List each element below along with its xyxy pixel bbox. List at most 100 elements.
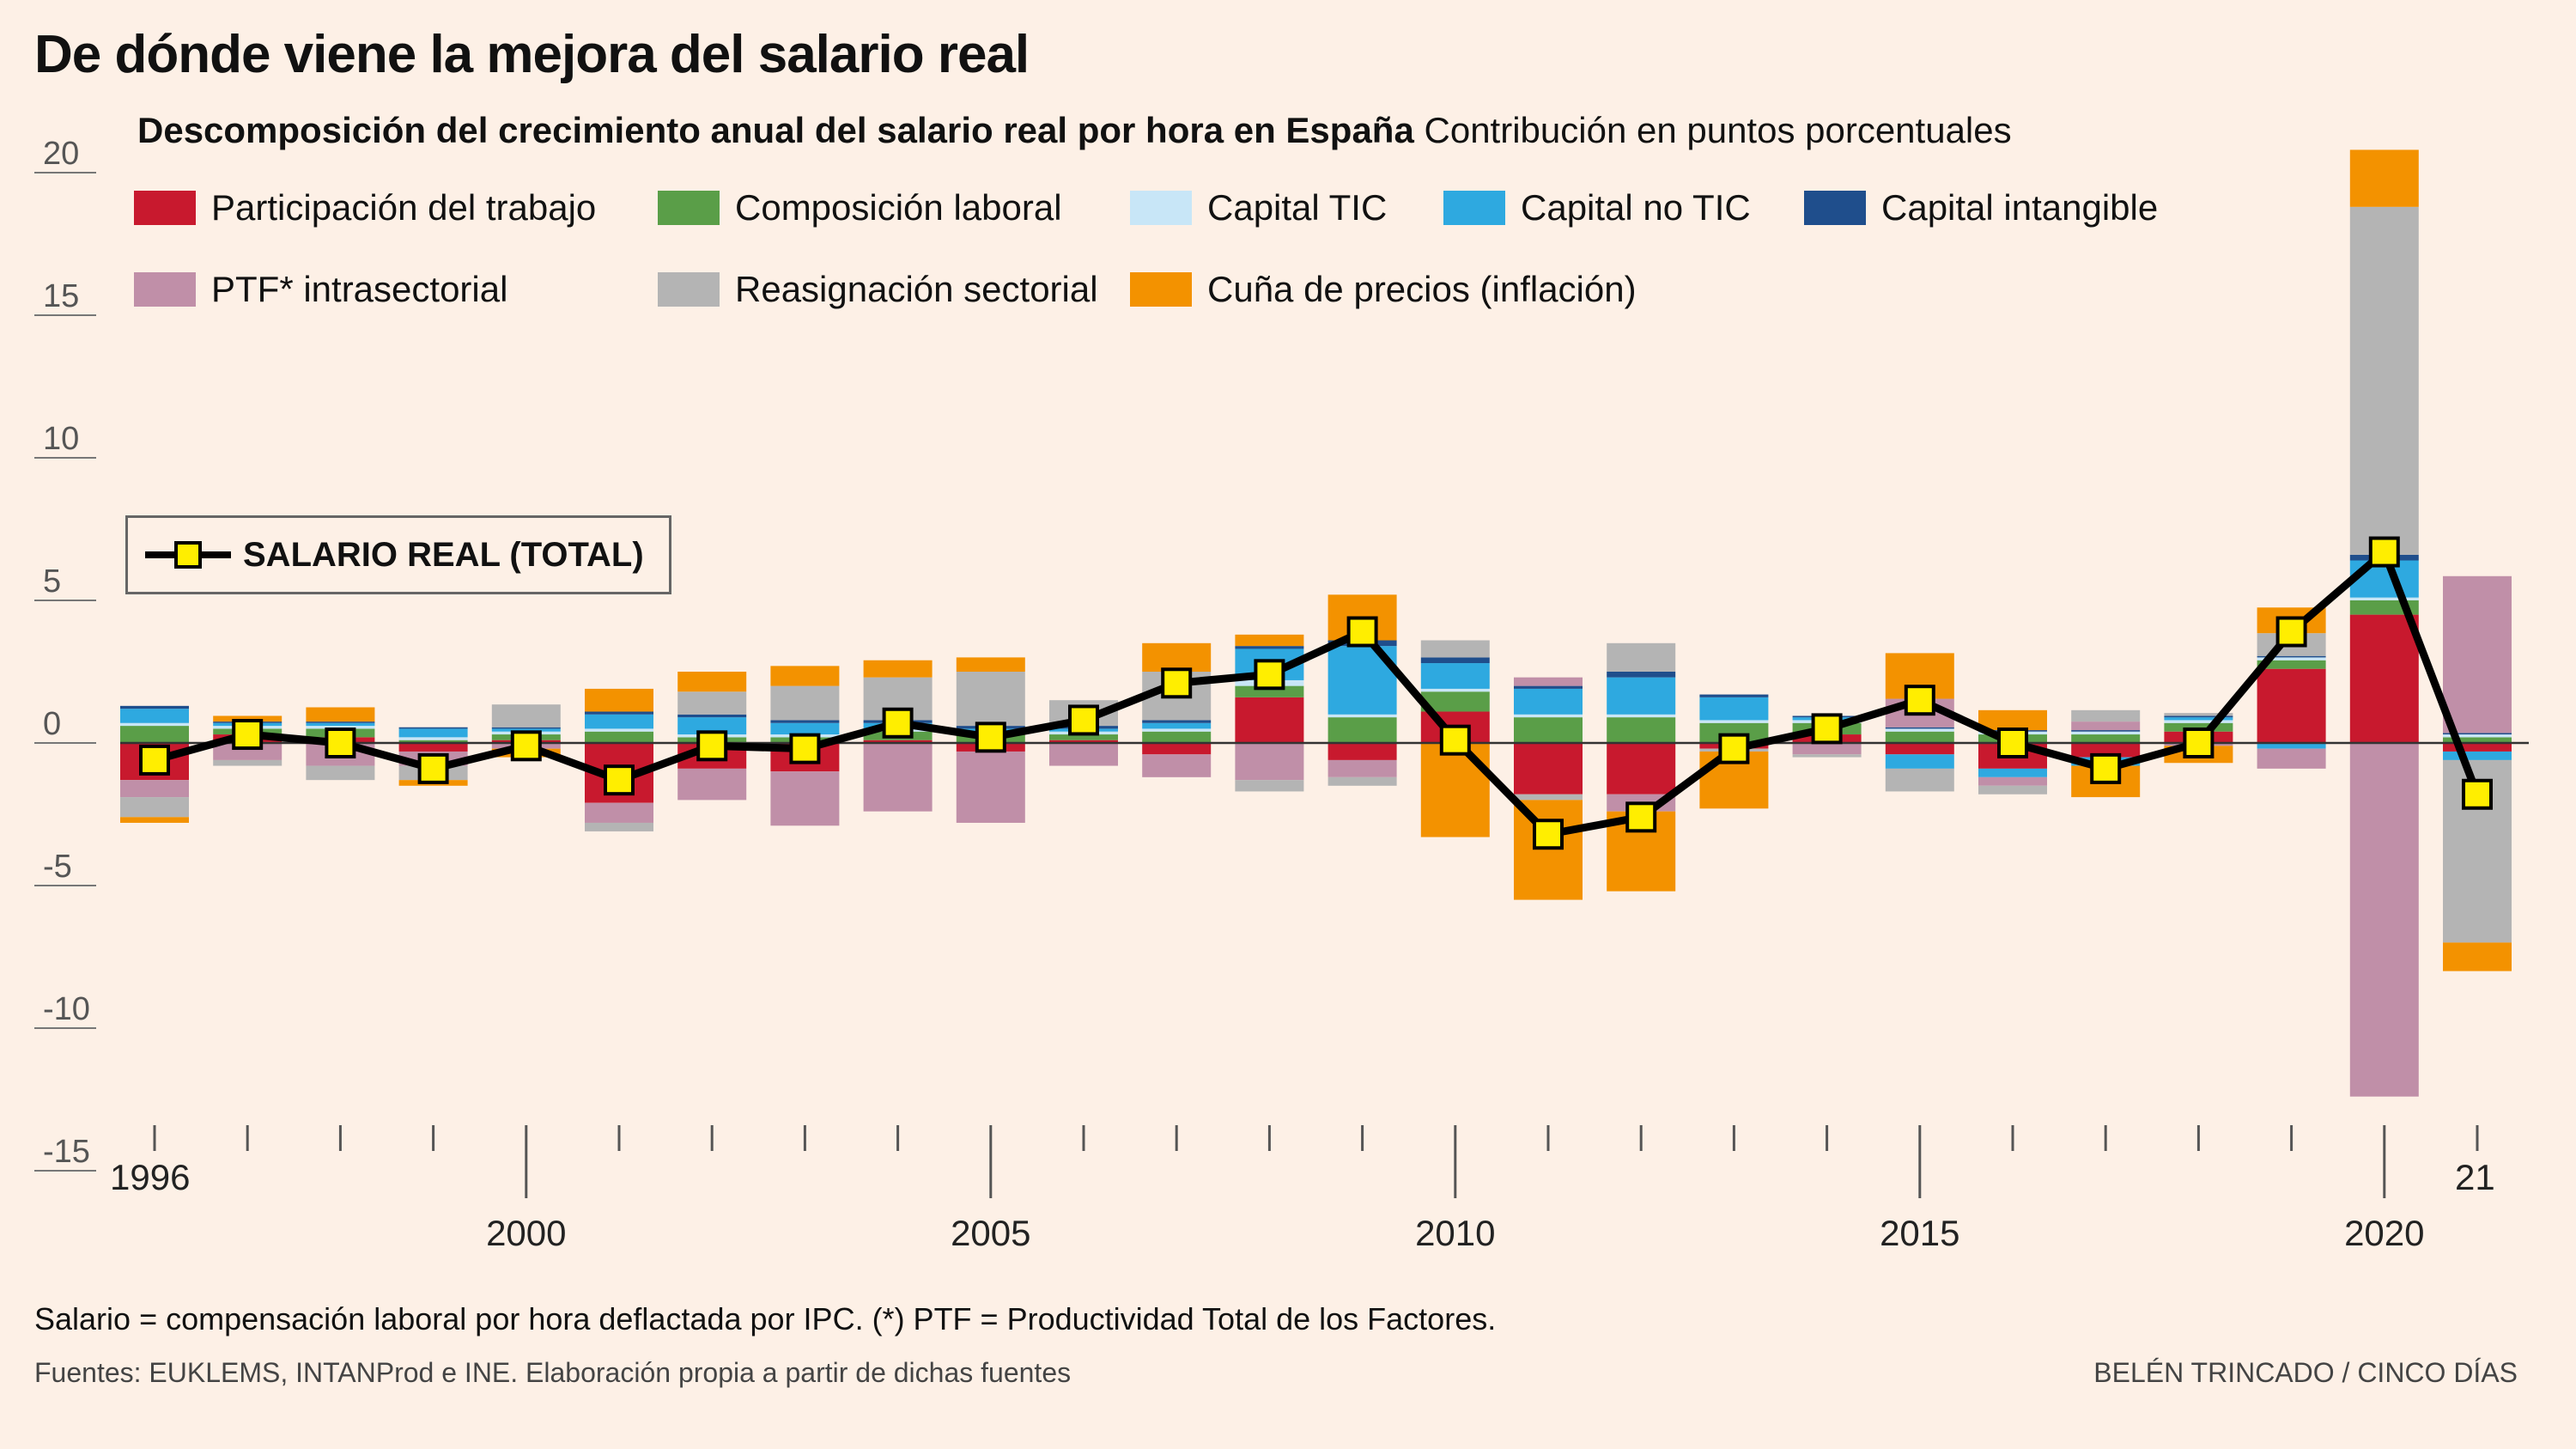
legend-item-capital_intangible: Capital intangible [1804, 187, 2158, 228]
total-marker [1346, 616, 1378, 648]
bar-capital_tic [1885, 728, 1954, 732]
bar-reasignacion [1514, 794, 1583, 801]
bar-capital_no_tic [2257, 743, 2326, 749]
total-marker [1904, 685, 1935, 716]
x-tick-label: 2020 [2344, 1213, 2424, 1253]
total-line [153, 548, 2482, 838]
legend-item-ptf: PTF* intrasectorial [134, 269, 507, 310]
bar-capital_intangible [1420, 657, 1490, 664]
sources: Fuentes: EUKLEMS, INTANProd e INE. Elabo… [34, 1357, 1072, 1388]
legend-swatch [658, 191, 720, 225]
legend-label: Capital no TIC [1521, 187, 1751, 228]
bar-capital_intangible [2443, 733, 2512, 735]
legend-label: Capital TIC [1207, 187, 1388, 228]
bar-participacion [2349, 614, 2419, 743]
bar-participacion [1607, 743, 1676, 795]
bar-cuna [1514, 800, 1583, 900]
bar-participacion [2257, 668, 2326, 743]
bar-capital_tic [1699, 720, 1769, 723]
bar-capital_tic [398, 737, 468, 740]
bar-cuna [677, 672, 747, 692]
bar-capital_no_tic [1514, 688, 1583, 715]
bar-capital_tic [1607, 714, 1676, 718]
total-marker [1533, 819, 1564, 850]
total-marker [696, 730, 728, 762]
subtitle-units: Contribución en puntos porcentuales [1424, 110, 2012, 150]
page-title: De dónde viene la mejora del salario rea… [34, 25, 1030, 84]
bar-cuna [2443, 942, 2512, 971]
bar-ptf [2349, 743, 2419, 1097]
legend-swatch [1130, 191, 1192, 225]
subtitle-bold: Descomposición del crecimiento anual del… [137, 110, 1414, 150]
bar-ptf [956, 751, 1025, 823]
bar-reasignacion [213, 759, 283, 766]
y-tick-label: 10 [43, 421, 79, 457]
bar-capital_tic [1514, 714, 1583, 718]
total-marker [2090, 752, 2122, 784]
total-marker [2275, 616, 2307, 648]
bar-ptf [2071, 721, 2141, 731]
legend-swatch [1130, 272, 1192, 307]
bar-capital_intangible [585, 711, 653, 715]
bar-ptf [1142, 754, 1212, 777]
bar-reasignacion [585, 822, 653, 831]
bar-participacion [1885, 743, 1954, 755]
bar-ptf [1049, 743, 1118, 766]
total-marker [975, 721, 1006, 753]
total-marker [510, 730, 542, 762]
bar-participacion [1235, 697, 1304, 743]
bar-reasignacion [677, 691, 747, 715]
bar-composicion [1885, 731, 1954, 743]
bar-participacion [1049, 740, 1118, 743]
bar-composicion [1235, 685, 1304, 697]
bar-capital_tic [2164, 720, 2233, 723]
bar-reasignacion [1792, 754, 1862, 758]
bar-capital_no_tic [677, 717, 747, 735]
bar-cuna [863, 660, 933, 678]
bar-capital_tic [120, 722, 189, 727]
bar-participacion [2071, 743, 2141, 758]
footnote: Salario = compensación laboral por hora … [34, 1301, 1497, 1336]
bar-reasignacion [1607, 642, 1676, 672]
bar-reasignacion [770, 685, 840, 721]
line-legend: SALARIO REAL (TOTAL) [125, 515, 671, 594]
chart-subtitle: Descomposición del crecimiento anual del… [137, 110, 2012, 151]
bar-cuna [1235, 634, 1304, 647]
y-tick-label: -10 [43, 991, 90, 1027]
legend-label: Capital intangible [1881, 187, 2159, 228]
bar-capital_no_tic [1978, 768, 2047, 777]
bar-capital_intangible [1607, 672, 1676, 678]
credit: BELÉN TRINCADO / CINCO DÍAS [2093, 1357, 2518, 1388]
line-legend-label: SALARIO REAL (TOTAL) [243, 535, 644, 574]
bar-capital_intangible [306, 721, 375, 723]
bar-cuna [770, 666, 840, 686]
bar-composicion [1514, 717, 1583, 743]
bar-composicion [2443, 737, 2512, 743]
x-tick-label: 2010 [1415, 1213, 1495, 1253]
y-tick-label: 20 [43, 136, 79, 172]
bar-reasignacion [306, 765, 375, 781]
bar-cuna [585, 688, 653, 712]
bar-capital_intangible [2071, 730, 2141, 732]
bar-composicion [1142, 731, 1212, 743]
bar-participacion [1514, 743, 1583, 795]
bar-cuna [120, 817, 189, 823]
bar-cuna [213, 715, 283, 722]
bar-composicion [2164, 722, 2233, 732]
legend-label: Reasignación sectorial [735, 269, 1098, 309]
bar-composicion [1420, 691, 1490, 712]
legend-item-capital_no_tic: Capital no TIC [1443, 187, 1751, 228]
total-marker [604, 764, 635, 796]
total-marker [882, 707, 914, 739]
bar-capital_no_tic [1607, 677, 1676, 715]
bar-capital_tic [2443, 734, 2512, 738]
bar-reasignacion [120, 797, 189, 818]
bar-ptf [677, 768, 747, 801]
bar-composicion [585, 731, 653, 743]
bar-capital_no_tic [491, 728, 561, 732]
bar-capital_no_tic [1885, 754, 1954, 769]
bar-capital_tic [1142, 728, 1212, 732]
bar-capital_no_tic [1699, 697, 1769, 721]
y-tick-label: 5 [43, 563, 61, 600]
bar-cuna [956, 657, 1025, 672]
